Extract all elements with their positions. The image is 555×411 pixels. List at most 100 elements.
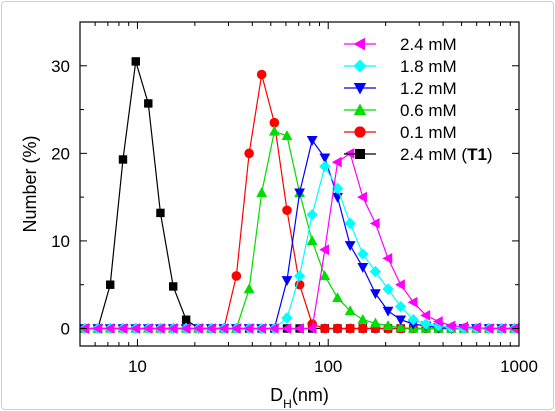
marker-triangle-left <box>117 323 128 334</box>
marker-triangle-left <box>483 323 494 334</box>
legend: 2.4 mM 1.8 mM 1.2 mM 0.6 mM 0.1 mM 2.4 mM (T1… <box>344 35 493 164</box>
x-axis-title: DH(nm) <box>270 385 329 411</box>
y-tick-label: 20 <box>51 144 70 163</box>
series-1 <box>79 160 521 335</box>
marker-triangle-down <box>357 262 369 273</box>
marker-triangle-left <box>357 191 367 203</box>
marker-triangle-left <box>407 296 418 308</box>
marker-triangle-down <box>281 276 293 287</box>
marker-triangle-left <box>394 279 405 291</box>
marker-diamond <box>344 217 356 230</box>
legend-label: 2.4 mM (T1) <box>400 145 493 164</box>
marker-diamond <box>394 300 407 313</box>
marker-square <box>169 282 178 291</box>
marker-triangle-down <box>353 83 367 95</box>
marker-diamond <box>306 208 318 221</box>
marker-triangle-left <box>205 323 216 334</box>
legend-item-0: 2.4 mM <box>344 35 457 54</box>
marker-circle <box>256 69 267 80</box>
legend-label-part: 2.4 mM ( <box>400 145 467 164</box>
legend-item-4: 0.1 mM <box>344 123 457 142</box>
marker-triangle-left <box>470 322 481 334</box>
y-tick-label: 30 <box>51 57 70 76</box>
series-0 <box>79 147 519 334</box>
marker-triangle-up <box>357 314 369 324</box>
marker-triangle-left <box>180 323 191 334</box>
marker-triangle-left <box>353 37 365 51</box>
marker-diamond <box>293 270 306 282</box>
x-axis-title-tail: (nm) <box>292 385 329 405</box>
legend-label-bold: T1 <box>467 145 487 164</box>
marker-triangle-left <box>255 323 266 334</box>
marker-diamond <box>319 160 331 173</box>
marker-square <box>131 57 140 66</box>
marker-triangle-left <box>432 316 443 327</box>
marker-triangle-left <box>154 323 165 334</box>
marker-diamond <box>357 248 369 260</box>
marker-triangle-down <box>294 188 306 199</box>
marker-triangle-up <box>306 235 318 246</box>
legend-item-3: 0.6 mM <box>344 101 457 120</box>
marker-diamond <box>353 59 367 73</box>
y-tick-label: 0 <box>61 319 70 338</box>
marker-triangle-left <box>344 147 355 159</box>
marker-diamond <box>420 318 432 330</box>
legend-label: 0.6 mM <box>400 101 457 120</box>
marker-circle <box>354 126 366 138</box>
marker-triangle-left <box>92 323 103 334</box>
marker-square <box>355 149 365 159</box>
marker-circle <box>244 148 254 159</box>
axes: 10 100 1000 0 10 20 30 <box>51 21 538 376</box>
marker-triangle-up <box>268 125 280 136</box>
marker-circle <box>320 323 330 334</box>
marker-triangle-down <box>306 136 318 146</box>
marker-triangle-left <box>104 323 115 334</box>
y-axis-title: Number (%) <box>20 135 40 232</box>
marker-triangle-down <box>319 153 331 164</box>
x-tick-label: 100 <box>314 357 342 376</box>
series-line <box>84 152 515 330</box>
legend-label: 1.8 mM <box>400 57 457 76</box>
marker-square <box>118 155 128 164</box>
series-2 <box>79 136 520 335</box>
marker-triangle-down <box>344 241 356 251</box>
marker-triangle-left <box>218 323 229 334</box>
marker-triangle-up <box>353 103 367 115</box>
marker-square <box>181 315 191 324</box>
x-tick-label: 1000 <box>500 357 538 376</box>
marker-square <box>106 280 115 289</box>
marker-diamond <box>407 314 420 326</box>
marker-triangle-down <box>370 289 381 300</box>
marker-triangle-down <box>382 306 394 317</box>
marker-triangle-left <box>130 323 140 334</box>
marker-triangle-up <box>281 130 293 141</box>
marker-triangle-left <box>281 323 292 334</box>
marker-triangle-left <box>243 323 254 334</box>
marker-triangle-left <box>382 253 393 264</box>
marker-triangle-left <box>268 323 279 334</box>
marker-square <box>156 208 165 218</box>
marker-circle <box>282 205 292 216</box>
series-layer <box>79 57 521 335</box>
marker-triangle-up <box>243 283 255 294</box>
y-tick-label: 10 <box>51 232 70 251</box>
legend-label-part: ) <box>487 145 493 164</box>
marker-triangle-up <box>344 305 356 316</box>
legend-label: 1.2 mM <box>400 79 457 98</box>
series-line <box>84 138 515 330</box>
marker-triangle-left <box>306 323 317 334</box>
legend-item-5: 2.4 mM (T1) <box>344 145 493 164</box>
marker-triangle-down <box>395 315 407 326</box>
marker-diamond <box>382 283 394 295</box>
marker-circle <box>231 271 242 281</box>
marker-triangle-left <box>445 320 456 332</box>
marker-circle <box>357 323 368 334</box>
marker-diamond <box>281 312 293 324</box>
x-axis-title-sub: H <box>283 397 292 411</box>
x-axis-title-main: D <box>270 385 283 405</box>
marker-triangle-up <box>256 187 268 197</box>
marker-triangle-left <box>167 323 178 334</box>
legend-label: 0.1 mM <box>400 123 457 142</box>
